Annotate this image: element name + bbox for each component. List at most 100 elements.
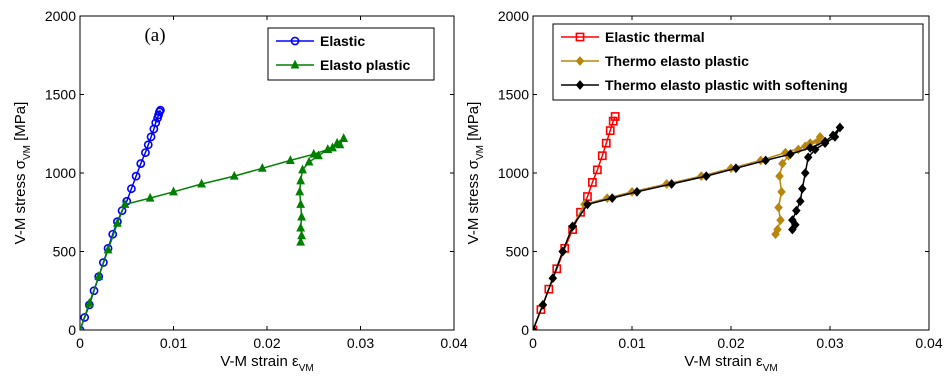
y-axis-label-subscript: VM: [22, 145, 33, 160]
data-point: [143, 140, 153, 150]
x-axis-label: V-M strain εVM: [684, 353, 777, 374]
data-point: [552, 264, 562, 274]
y-tick-label: 500: [53, 244, 77, 260]
y-tick-label: 2000: [498, 8, 529, 24]
data-point: [775, 171, 784, 181]
data-point: [169, 186, 178, 196]
data-point: [803, 152, 813, 163]
data-point: [533, 325, 538, 330]
x-tick-label: 0.03: [347, 335, 374, 351]
data-point: [298, 164, 307, 174]
series-3: [533, 122, 845, 330]
x-tick-label: 0.01: [160, 335, 187, 351]
data-point: [800, 168, 810, 178]
data-point: [94, 271, 104, 281]
y-tick-label: 0: [521, 322, 529, 338]
data-point: [558, 246, 567, 257]
data-point: [815, 132, 825, 142]
data-point: [145, 192, 155, 202]
series-2: [80, 133, 349, 330]
y-tick-label: 1500: [498, 87, 529, 103]
data-point: [778, 158, 787, 169]
data-point: [774, 202, 783, 213]
y-axis-label-unit: [MPa]: [465, 102, 482, 145]
data-point: [701, 171, 711, 181]
data-point: [608, 116, 618, 126]
data-point: [131, 171, 141, 181]
data-point: [538, 300, 548, 310]
data-point: [323, 144, 333, 153]
data-point: [592, 165, 602, 175]
data-point: [127, 184, 136, 194]
data-point: [296, 236, 306, 246]
data-point: [295, 186, 305, 196]
data-point: [156, 105, 165, 115]
data-point: [776, 215, 785, 225]
y-tick-label: 1000: [45, 165, 76, 181]
data-point: [731, 163, 741, 174]
data-point: [80, 324, 83, 330]
data-point: [597, 151, 607, 161]
data-point: [632, 186, 642, 197]
data-point: [285, 155, 295, 164]
data-point: [136, 159, 146, 168]
legend-marker: [290, 59, 300, 69]
data-point: [304, 156, 314, 166]
x-axis-label-subscript: VM: [763, 363, 778, 374]
legend-marker: [575, 80, 585, 90]
chart-panel-2: 0 0.01 0.02 0.03 0.04 0 500 1000 1500 2000 V-M str…: [465, 8, 943, 374]
data-point: [89, 286, 99, 296]
y-tick-label: 2000: [45, 8, 76, 24]
data-point: [601, 138, 611, 148]
data-point: [548, 273, 558, 284]
y-tick-label: 1500: [45, 87, 76, 103]
data-point: [792, 205, 801, 216]
data-point: [667, 179, 676, 189]
x-tick-label: 0.04: [440, 335, 467, 351]
chart-panel-1: 0 0.01 0.02 0.03 0.04 0 500 1000 1500 2000 V-M str…: [12, 8, 468, 374]
data-point: [197, 178, 206, 188]
legend: Elastic Elasto plastic: [267, 27, 435, 81]
data-point: [257, 162, 267, 172]
x-tick-label: 0: [76, 335, 84, 351]
data-point: [788, 224, 797, 235]
x-tick-label: 0.02: [253, 335, 280, 351]
x-tick-label: 0.03: [816, 335, 843, 351]
data-point: [830, 132, 840, 142]
x-axis-label-subscript: VM: [299, 363, 314, 374]
data-point: [141, 148, 150, 157]
data-point: [120, 199, 130, 208]
data-point: [98, 258, 108, 267]
data-point: [820, 138, 830, 149]
data-point: [328, 142, 337, 152]
y-axis-label-unit: [MPa]: [12, 102, 29, 145]
y-axis-label-subscript: VM: [475, 145, 486, 160]
x-tick-label: 0.04: [915, 335, 942, 351]
data-point: [605, 126, 615, 136]
data-point: [80, 313, 90, 322]
data-point: [761, 155, 770, 166]
panel-label: (a): [144, 25, 165, 46]
data-point: [146, 132, 156, 142]
legend-label: Elasto plastic: [320, 57, 410, 73]
x-tick-label: 0.01: [618, 335, 645, 351]
y-axis-label: V-M stress σVM [MPa]: [12, 102, 33, 245]
data-point: [607, 193, 617, 203]
data-point: [296, 175, 306, 185]
y-tick-label: 1000: [498, 165, 529, 181]
y-axis-label: V-M stress σVM [MPa]: [465, 102, 486, 245]
data-point: [112, 217, 122, 227]
data-point: [339, 133, 349, 142]
legend-marker: [575, 56, 585, 66]
data-point: [610, 112, 620, 121]
data-point: [544, 284, 554, 294]
y-tick-label: 0: [68, 322, 76, 338]
data-point: [103, 244, 113, 254]
y-tick-label: 500: [506, 244, 530, 260]
data-point: [297, 211, 307, 221]
data-point: [583, 199, 592, 210]
data-point: [796, 196, 805, 207]
legend-marker: [575, 32, 585, 42]
data-point: [771, 229, 780, 240]
data-point: [777, 186, 786, 197]
